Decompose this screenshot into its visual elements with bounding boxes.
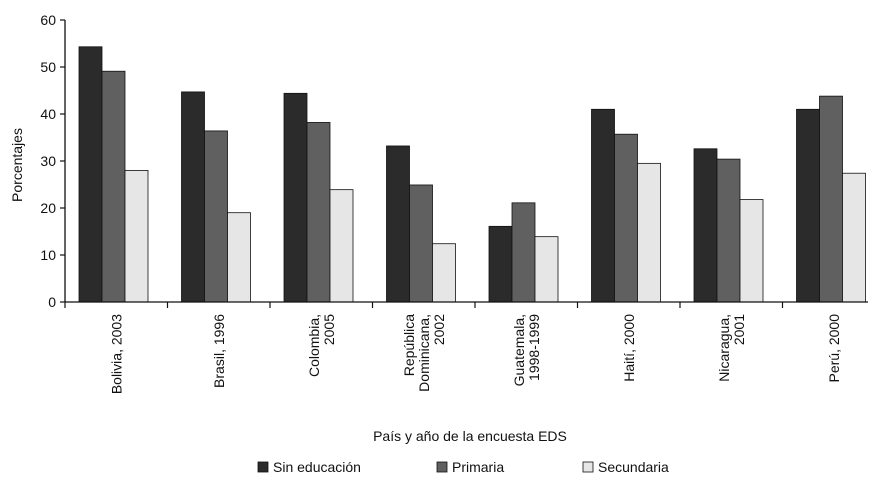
- y-tick-label: 30: [40, 153, 56, 169]
- y-tick-label: 50: [40, 59, 56, 75]
- bar-sin-educaci-n: [78, 46, 103, 303]
- x-tick-label: Colombia,2005: [306, 314, 337, 377]
- bar-primaria: [101, 70, 126, 303]
- bar-sin-educaci-n: [488, 225, 513, 303]
- x-tick-label: Brasil, 1996: [211, 314, 227, 388]
- x-tick-label: Nicaragua,2001: [716, 314, 747, 382]
- y-axis-ticks: 0 10 20 30 40 50 60: [40, 12, 65, 310]
- x-axis-label: País y año de la encuesta EDS: [373, 428, 567, 444]
- bar-sin-educaci-n: [283, 92, 308, 303]
- legend: Sin educación Primaria Secundaria: [257, 459, 669, 475]
- legend-label: Sin educación: [273, 459, 361, 475]
- bars: [78, 46, 866, 303]
- y-tick-label: 60: [40, 12, 56, 28]
- bar-secundaria: [329, 189, 354, 303]
- bar-secundaria: [739, 199, 764, 303]
- x-tick-label: Haití, 2000: [621, 314, 637, 382]
- bar-primaria: [511, 202, 536, 303]
- bar-primaria: [204, 130, 228, 303]
- bar-sin-educaci-n: [386, 145, 410, 303]
- bar-secundaria: [534, 236, 559, 303]
- x-tick-label: Bolivia, 2003: [108, 314, 124, 394]
- bar-secundaria: [842, 172, 866, 303]
- bar-sin-educaci-n: [796, 108, 820, 303]
- bar-secundaria: [227, 212, 251, 303]
- x-tick-label: Perú, 2000: [826, 314, 842, 383]
- bar-secundaria: [432, 243, 456, 303]
- y-tick-label: 20: [40, 200, 56, 216]
- x-tick-label: Guatemala,1998-1999: [511, 314, 542, 387]
- bar-primaria: [306, 122, 331, 303]
- x-axis-tick-labels: Bolivia, 2003 Brasil, 1996 Colombia,2005 Re…: [64, 302, 842, 394]
- legend-swatch: [582, 461, 594, 473]
- bar-secundaria: [637, 162, 661, 303]
- bar-sin-educaci-n: [181, 91, 205, 303]
- legend-swatch: [436, 461, 448, 473]
- bar-primaria: [819, 95, 843, 303]
- y-tick-label: 0: [48, 294, 56, 310]
- bar-primaria: [614, 133, 638, 303]
- x-tick-label: RepúblicaDominicana,2002: [401, 314, 447, 392]
- bar-primaria: [409, 184, 433, 303]
- bar-primaria: [716, 158, 741, 303]
- legend-label: Secundaria: [598, 459, 669, 475]
- legend-label: Primaria: [452, 459, 504, 475]
- bar-secundaria: [124, 169, 149, 303]
- bar-sin-educaci-n: [591, 108, 615, 303]
- bar-sin-educaci-n: [693, 148, 718, 303]
- y-tick-label: 40: [40, 106, 56, 122]
- y-tick-label: 10: [40, 247, 56, 263]
- legend-swatch: [257, 461, 269, 473]
- y-axis-label: Porcentajes: [9, 128, 25, 202]
